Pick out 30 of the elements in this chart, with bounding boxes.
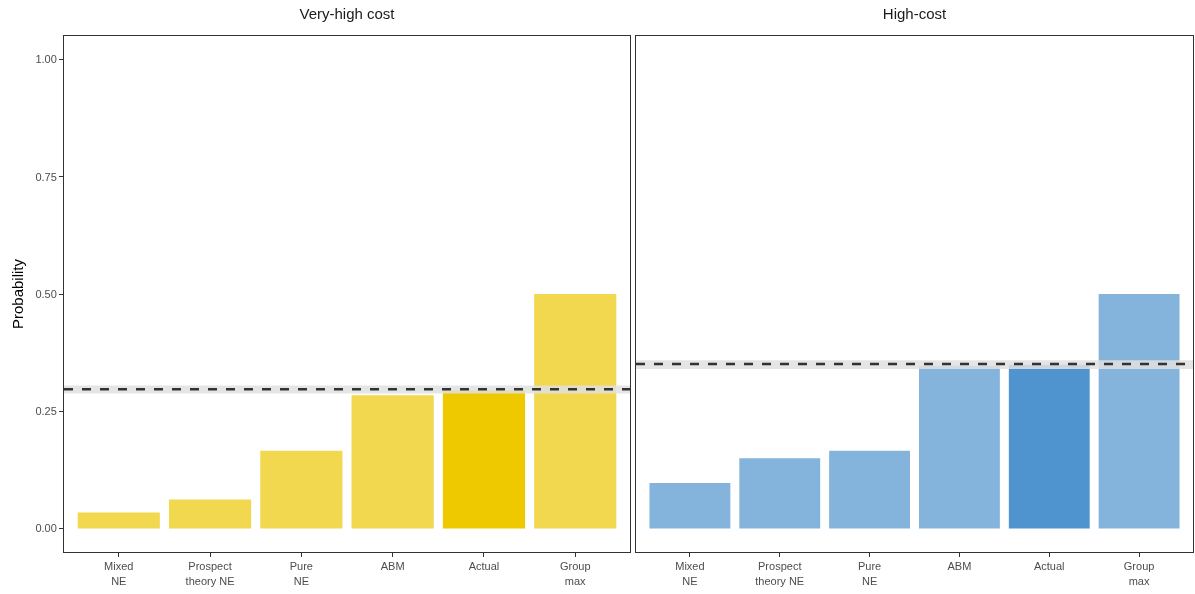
x-tick-label: Group max: [559, 560, 591, 587]
x-tick-label: Prospect theory NE: [755, 560, 805, 587]
bar: [260, 450, 343, 529]
y-tick-label: 0.00: [35, 522, 57, 535]
x-tick-label: Actual: [468, 560, 500, 573]
y-tick-label: 1.00: [35, 53, 57, 66]
bar: [829, 450, 911, 529]
bar: [649, 483, 731, 529]
bar: [442, 390, 526, 529]
x-tick-label: Group max: [1123, 560, 1155, 587]
x-tick-label: Mixed NE: [675, 560, 705, 587]
y-tick-label: 0.25: [35, 405, 57, 418]
x-tick-label: Pure NE: [289, 560, 313, 587]
chart-title: Very-high cost: [299, 5, 396, 23]
bar: [351, 395, 434, 529]
x-tick-label: Mixed NE: [104, 560, 134, 587]
bar: [1098, 294, 1180, 529]
bar: [739, 458, 821, 529]
bar: [168, 499, 252, 529]
bar: [77, 512, 160, 529]
bar: [534, 294, 617, 529]
y-tick-label: 0.50: [35, 287, 57, 300]
x-tick-label: Pure NE: [857, 560, 882, 587]
x-tick-label: ABM: [380, 560, 405, 573]
y-axis-title: Probability: [8, 258, 26, 330]
x-tick-label: ABM: [947, 560, 972, 573]
x-tick-label: Actual: [1033, 560, 1065, 573]
x-tick-label: Prospect theory NE: [185, 560, 235, 587]
chart-title: High-cost: [882, 5, 948, 23]
y-tick-label: 0.75: [35, 170, 57, 183]
